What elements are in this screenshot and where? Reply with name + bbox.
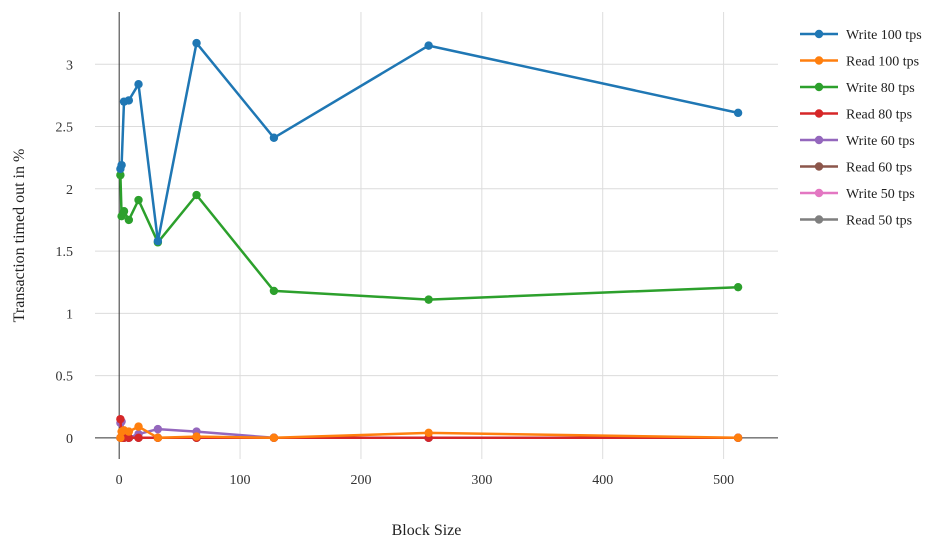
legend-item: Write 100 tps bbox=[800, 28, 922, 43]
data-point bbox=[116, 170, 125, 180]
legend-marker bbox=[814, 56, 824, 65]
legend-label: Read 60 tps bbox=[846, 161, 912, 176]
data-point bbox=[424, 428, 433, 438]
x-tick-label: 300 bbox=[471, 473, 492, 488]
x-tick-label: 100 bbox=[230, 473, 251, 488]
legend-marker bbox=[814, 135, 824, 145]
data-point bbox=[192, 432, 201, 441]
legend-label: Write 60 tps bbox=[846, 134, 915, 149]
legend: Write 100 tps Read 100 tps Write 80 tps Rea… bbox=[800, 28, 922, 229]
series-line bbox=[119, 175, 739, 301]
legend-marker bbox=[814, 188, 824, 198]
data-point bbox=[134, 195, 143, 205]
data-point bbox=[134, 80, 143, 89]
legend-marker bbox=[814, 29, 824, 39]
x-tick-label: 500 bbox=[713, 473, 734, 488]
axes bbox=[95, 12, 778, 459]
legend-item: Write 60 tps bbox=[800, 134, 915, 149]
legend-item: Read 50 tps bbox=[800, 214, 912, 229]
legend-item: Read 80 tps bbox=[800, 108, 912, 123]
legend-marker bbox=[814, 109, 824, 118]
y-tick-label: 3 bbox=[66, 58, 73, 73]
x-tick-label: 0 bbox=[116, 473, 123, 488]
grid-lines bbox=[95, 12, 778, 459]
legend-label: Write 100 tps bbox=[846, 28, 922, 43]
y-tick-label: 0 bbox=[66, 432, 73, 447]
data-point bbox=[119, 207, 129, 216]
data-point bbox=[124, 427, 134, 436]
data-point bbox=[117, 160, 126, 170]
legend-item: Write 50 tps bbox=[800, 187, 915, 202]
data-point bbox=[192, 190, 201, 200]
series-write-80-tps bbox=[116, 170, 743, 304]
series-line bbox=[119, 41, 739, 243]
data-point bbox=[424, 295, 433, 304]
x-tick-label: 200 bbox=[350, 473, 371, 488]
data-point bbox=[116, 414, 125, 424]
legend-item: Read 100 tps bbox=[800, 55, 919, 70]
series-write-100-tps bbox=[116, 38, 743, 246]
legend-label: Read 50 tps bbox=[846, 214, 912, 229]
legend-label: Write 50 tps bbox=[846, 187, 915, 202]
data-point bbox=[124, 433, 134, 443]
data-point bbox=[153, 424, 163, 434]
x-axis-title: Block Size bbox=[392, 522, 462, 539]
legend-marker bbox=[814, 162, 824, 171]
legend-item: Read 60 tps bbox=[800, 161, 912, 176]
data-point bbox=[733, 108, 743, 118]
data-point bbox=[124, 215, 134, 225]
y-axis-title: Transaction timed out in % bbox=[11, 149, 28, 323]
data-point bbox=[153, 433, 163, 443]
legend-label: Read 80 tps bbox=[846, 108, 912, 123]
legend-marker bbox=[814, 215, 824, 224]
x-tick-label: 400 bbox=[592, 473, 613, 488]
tick-labels: 0 100 200 300 400 500 0 0.5 1 1.5 2 2.5 3 bbox=[56, 58, 735, 488]
data-point bbox=[192, 38, 201, 48]
data-point bbox=[269, 286, 279, 296]
series-read-100-tps bbox=[116, 422, 743, 443]
y-tick-label: 1 bbox=[66, 307, 73, 322]
data-point bbox=[153, 236, 163, 246]
series-lines bbox=[116, 38, 743, 443]
data-point bbox=[124, 96, 134, 105]
y-tick-label: 0.5 bbox=[56, 370, 74, 385]
legend-marker bbox=[814, 82, 824, 92]
data-point bbox=[733, 433, 743, 443]
data-point bbox=[269, 133, 279, 142]
y-tick-label: 2.5 bbox=[56, 121, 74, 136]
data-point bbox=[269, 433, 279, 443]
legend-label: Read 100 tps bbox=[846, 55, 919, 70]
data-point bbox=[134, 422, 143, 431]
y-tick-label: 2 bbox=[66, 183, 73, 198]
data-point bbox=[116, 433, 125, 443]
legend-item: Write 80 tps bbox=[800, 81, 915, 96]
data-point bbox=[424, 41, 433, 50]
y-tick-label: 1.5 bbox=[56, 245, 74, 260]
data-point bbox=[733, 282, 743, 292]
legend-label: Write 80 tps bbox=[846, 81, 915, 96]
data-point bbox=[134, 433, 143, 443]
